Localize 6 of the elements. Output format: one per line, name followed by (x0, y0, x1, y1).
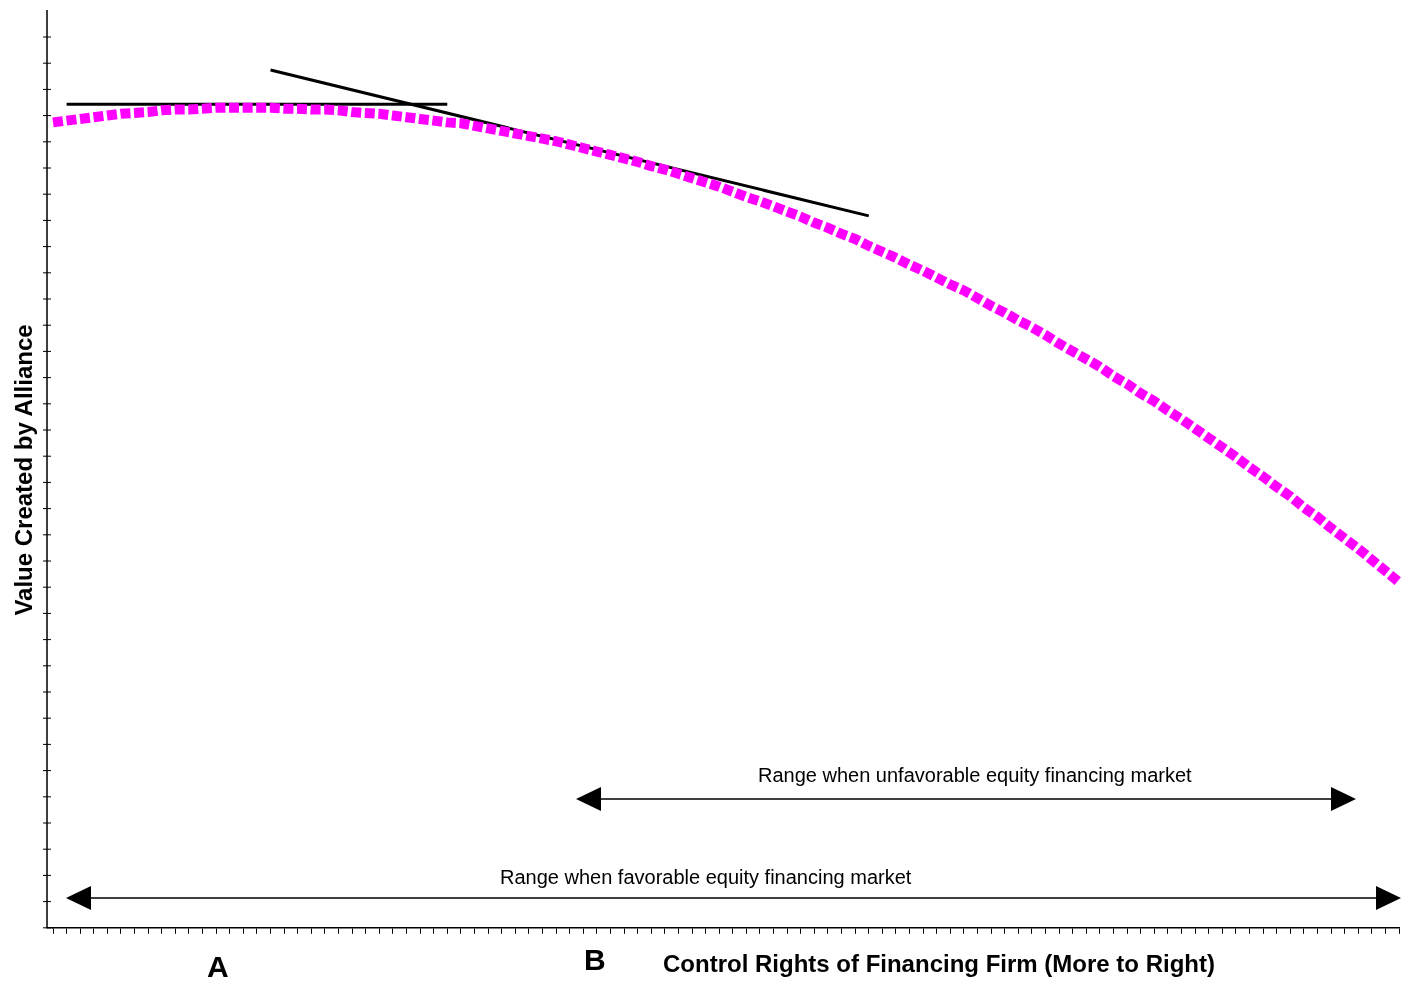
y-axis-title: Value Created by Alliance (10, 324, 38, 616)
annotation: Range when favorable equity financing market (500, 866, 912, 889)
annotation: Range when unfavorable equity financing market (758, 764, 1192, 787)
text: B (584, 943, 606, 977)
text: A (207, 950, 229, 983)
x-axis-title: Control Rights of Financing Firm (More to Right) (663, 950, 1215, 978)
